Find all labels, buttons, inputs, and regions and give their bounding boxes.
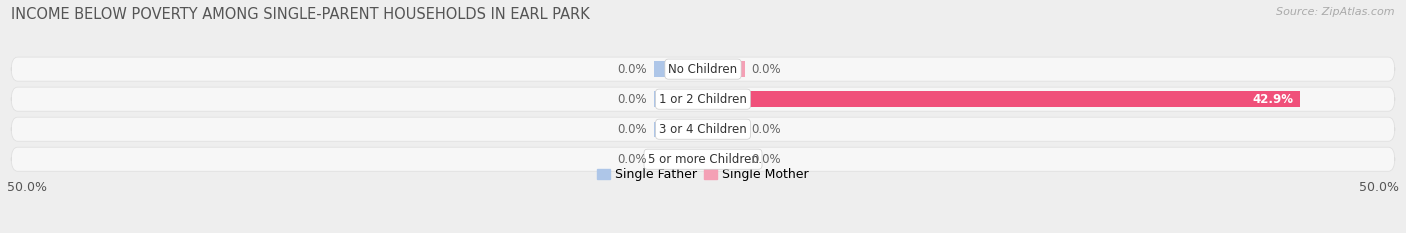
Bar <box>654 122 703 137</box>
Text: 3 or 4 Children: 3 or 4 Children <box>659 123 747 136</box>
FancyBboxPatch shape <box>11 147 1395 171</box>
Text: 0.0%: 0.0% <box>752 153 782 166</box>
Text: Source: ZipAtlas.com: Source: ZipAtlas.com <box>1277 7 1395 17</box>
FancyBboxPatch shape <box>11 117 1395 141</box>
Bar <box>703 92 1301 107</box>
FancyBboxPatch shape <box>11 87 1395 111</box>
Bar <box>654 92 703 107</box>
Text: 0.0%: 0.0% <box>752 63 782 76</box>
Text: 1 or 2 Children: 1 or 2 Children <box>659 93 747 106</box>
Bar <box>703 122 745 137</box>
Text: 0.0%: 0.0% <box>617 63 647 76</box>
Text: No Children: No Children <box>668 63 738 76</box>
Text: 0.0%: 0.0% <box>752 123 782 136</box>
Text: 50.0%: 50.0% <box>1360 181 1399 194</box>
Bar <box>703 62 745 77</box>
Text: 50.0%: 50.0% <box>7 181 46 194</box>
Text: 42.9%: 42.9% <box>1253 93 1294 106</box>
Text: 5 or more Children: 5 or more Children <box>648 153 758 166</box>
Legend: Single Father, Single Mother: Single Father, Single Mother <box>592 163 814 186</box>
Text: 0.0%: 0.0% <box>617 123 647 136</box>
Bar <box>654 62 703 77</box>
Text: 0.0%: 0.0% <box>617 153 647 166</box>
Text: INCOME BELOW POVERTY AMONG SINGLE-PARENT HOUSEHOLDS IN EARL PARK: INCOME BELOW POVERTY AMONG SINGLE-PARENT… <box>11 7 591 22</box>
FancyBboxPatch shape <box>11 57 1395 81</box>
Bar <box>654 151 703 167</box>
Text: 0.0%: 0.0% <box>617 93 647 106</box>
Bar <box>703 151 745 167</box>
